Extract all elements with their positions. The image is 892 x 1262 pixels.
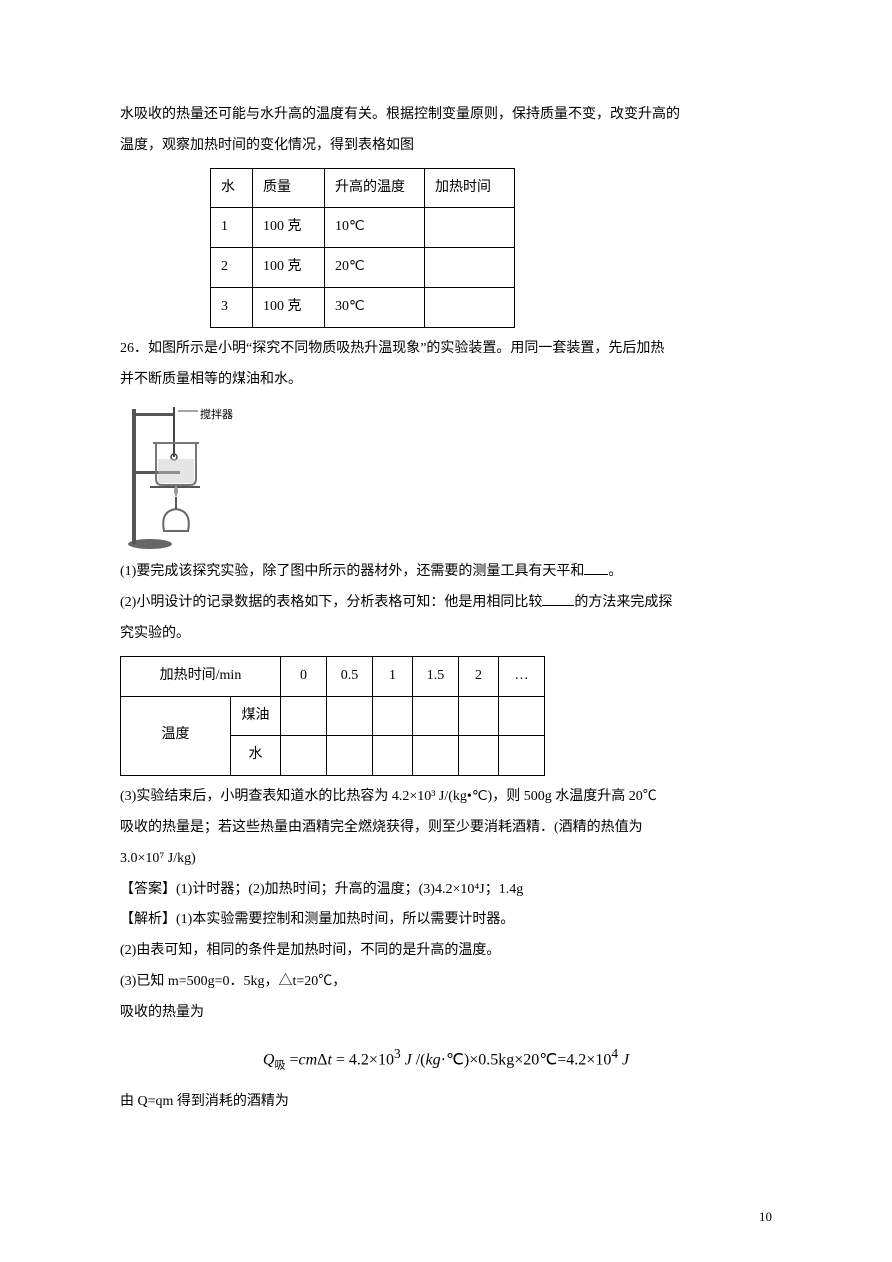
table-cell [425,248,515,288]
table-cell: 温度 [121,696,231,776]
table-header-cell: 1.5 [413,656,459,696]
table-cell: 20℃ [325,248,425,288]
table-header-cell: … [499,656,545,696]
table-cell: 2 [211,248,253,288]
table-cell: 1 [211,208,253,248]
table-header-cell: 加热时间 [425,168,515,208]
table-cell: 煤油 [231,696,281,736]
table-cell [327,696,373,736]
table-cell: 30℃ [325,287,425,327]
table-header-cell: 加热时间/min [121,656,281,696]
q26-line-1: 26．如图所示是小明“探究不同物质吸热升温现象”的实验装置。用同一套装置，先后加… [120,334,772,365]
q26-sub2a-text: (2)小明设计的记录数据的表格如下，分析表格可知：他是用相同比较 [120,595,542,610]
table-header-cell: 2 [459,656,499,696]
explain-3: (3)已知 m=500g=0．5kg，△t=20℃， [120,967,772,998]
explain-5: 由 Q=qm 得到消耗的酒精为 [120,1087,772,1118]
table-cell [327,736,373,776]
table-cell [459,696,499,736]
table-row: 3 100 克 30℃ [211,287,515,327]
q26-sub2a: (2)小明设计的记录数据的表格如下，分析表格可知：他是用相同比较 的方法来完成探 [120,588,772,619]
intro-line-2: 温度，观察加热时间的变化情况，得到表格如图 [120,131,772,162]
q26-sub1-text: (1)要完成该探究实验，除了图中所示的器材外，还需要的测量工具有天平和 [120,564,584,579]
table-row: 1 100 克 10℃ [211,208,515,248]
q26-sub1-suffix: 。 [608,564,622,579]
page-number: 10 [759,1203,772,1232]
blank-field [542,592,574,606]
answer-line: 【答案】(1)计时器；(2)加热时间；升高的温度；(3)4.2×10⁴J；1.4… [120,875,772,906]
table-header-cell: 1 [373,656,413,696]
q26-sub2b-text: 的方法来完成探 [574,595,672,610]
table-row: 2 100 克 20℃ [211,248,515,288]
table-cell [413,696,459,736]
explain-2: (2)由表可知，相同的条件是加热时间，不同的是升高的温度。 [120,936,772,967]
table-cell [499,736,545,776]
table-header-cell: 水 [211,168,253,208]
diagram-label: 搅拌器 [200,403,233,427]
table-header-cell: 0.5 [327,656,373,696]
blank-field [584,561,608,575]
table-cell [373,696,413,736]
equation-heat: Q吸 =cmΔt = 4.2×103 J /(kg·℃)×0.5kg×20℃=4… [120,1039,772,1078]
intro-line-1: 水吸收的热量还可能与水升高的温度有关。根据控制变量原则，保持质量不变，改变升高的 [120,100,772,131]
table-row: 加热时间/min 0 0.5 1 1.5 2 … [121,656,545,696]
q26-sub3a: (3)实验结束后，小明查表知道水的比热容为 4.2×10³ J/(kg•℃)，则… [120,782,772,813]
table-header-cell: 质量 [253,168,325,208]
table-cell [281,696,327,736]
table-cell [425,287,515,327]
table-cell: 100 克 [253,208,325,248]
table-water-heating: 水 质量 升高的温度 加热时间 1 100 克 10℃ 2 100 克 20℃ … [210,168,515,328]
table-cell [499,696,545,736]
table-cell [281,736,327,776]
table-cell [425,208,515,248]
q26-line-2: 并不断质量相等的煤油和水。 [120,365,772,396]
table-header-cell: 0 [281,656,327,696]
table-row: 水 质量 升高的温度 加热时间 [211,168,515,208]
q26-sub3c: 3.0×10⁷ J/kg) [120,844,772,875]
table-cell: 3 [211,287,253,327]
q26-sub2c: 究实验的。 [120,619,772,650]
table-cell [373,736,413,776]
table-cell [459,736,499,776]
explain-1: 【解析】(1)本实验需要控制和测量加热时间，所以需要计时器。 [120,905,772,936]
table-row: 温度 煤油 [121,696,545,736]
table-cell: 100 克 [253,248,325,288]
table-cell [413,736,459,776]
q26-sub3b: 吸收的热量是；若这些热量由酒精完全燃烧获得，则至少要消耗酒精．(酒精的热值为 [120,813,772,844]
explain-4: 吸收的热量为 [120,998,772,1029]
table-header-cell: 升高的温度 [325,168,425,208]
table-cell: 水 [231,736,281,776]
apparatus-diagram: 搅拌器 [120,401,240,551]
table-cell: 100 克 [253,287,325,327]
table-cell: 10℃ [325,208,425,248]
q26-sub1: (1)要完成该探究实验，除了图中所示的器材外，还需要的测量工具有天平和 。 [120,557,772,588]
table-heating-record: 加热时间/min 0 0.5 1 1.5 2 … 温度 煤油 水 [120,656,545,776]
